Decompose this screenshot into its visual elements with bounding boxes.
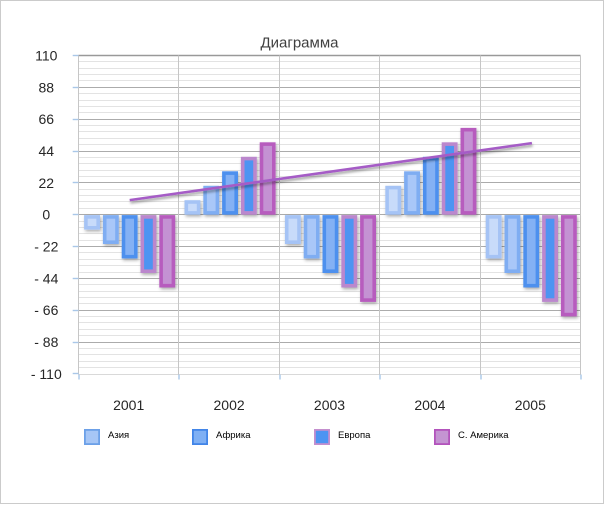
- svg-text:2003: 2003: [314, 397, 345, 413]
- svg-text:2005: 2005: [515, 397, 546, 413]
- svg-text:110: 110: [35, 48, 58, 64]
- svg-text:22: 22: [39, 175, 55, 191]
- svg-text:0: 0: [42, 207, 50, 223]
- svg-text:Европа: Европа: [338, 430, 371, 441]
- svg-text:2001: 2001: [113, 397, 144, 413]
- svg-text:- 66: - 66: [34, 302, 58, 318]
- svg-text:- 22: - 22: [34, 239, 58, 255]
- svg-text:2004: 2004: [414, 397, 445, 413]
- svg-text:66: 66: [39, 111, 55, 127]
- svg-text:- 110: - 110: [31, 366, 62, 382]
- svg-text:Диаграмма: Диаграмма: [260, 34, 339, 51]
- svg-text:44: 44: [39, 143, 55, 159]
- svg-text:- 44: - 44: [34, 270, 58, 286]
- svg-text:- 88: - 88: [34, 334, 58, 350]
- svg-text:88: 88: [39, 79, 55, 95]
- svg-text:Азия: Азия: [108, 430, 129, 441]
- svg-text:Африка: Африка: [216, 430, 251, 441]
- svg-text:С. Америка: С. Америка: [458, 430, 509, 441]
- svg-text:2002: 2002: [214, 397, 245, 413]
